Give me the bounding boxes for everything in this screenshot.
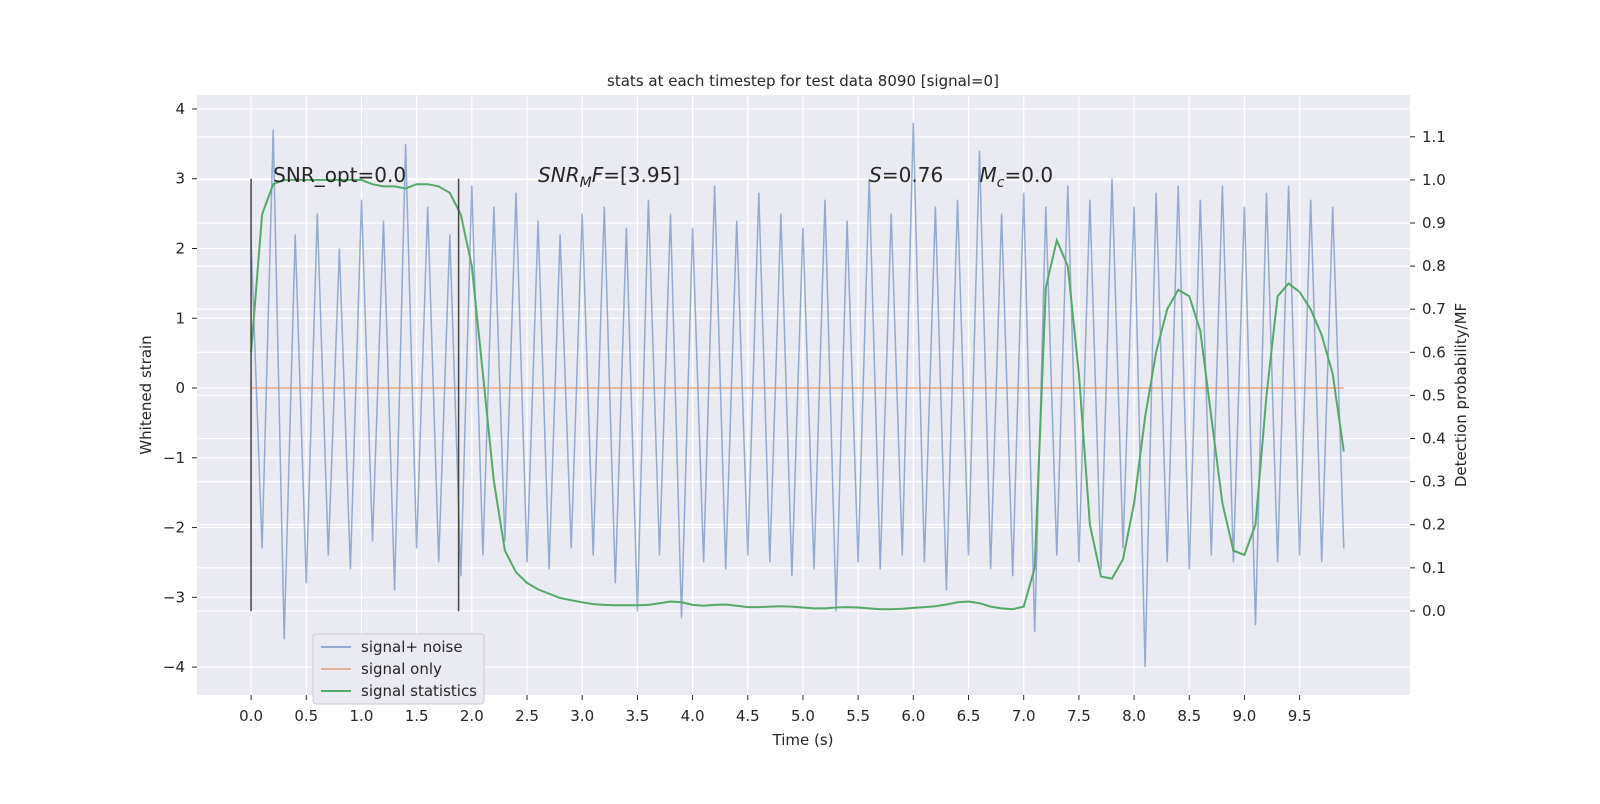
legend-label: signal statistics — [361, 682, 477, 700]
x-tick-label: 1.5 — [405, 707, 429, 725]
annotation-part: SNR — [538, 163, 580, 187]
annotation-part: S — [869, 163, 882, 187]
y2-axis-label: Detection probability/MF — [1452, 303, 1470, 487]
x-tick-label: 2.5 — [515, 707, 539, 725]
annotation-part: =0.0 — [1005, 163, 1054, 187]
y-tick-label: 1 — [175, 309, 185, 327]
annotation-part: =0.76 — [882, 163, 943, 187]
y-tick-label: −2 — [163, 519, 185, 537]
y2-tick-label: 0.2 — [1422, 516, 1446, 534]
annotation-part: F — [592, 163, 604, 187]
annotation-part: M — [580, 175, 592, 191]
y2-tick-label: 1.1 — [1422, 128, 1446, 146]
x-tick-label: 8.5 — [1177, 707, 1201, 725]
x-tick-label: 5.5 — [846, 707, 870, 725]
y2-tick-label: 0.0 — [1422, 602, 1446, 620]
y2-tick-label: 0.6 — [1422, 343, 1446, 361]
annotation-part: M — [980, 163, 997, 187]
annotation: S=0.76 — [869, 163, 943, 187]
y2-tick-label: 0.4 — [1422, 430, 1446, 448]
annotation-part: SNR_opt=0.0 — [273, 163, 406, 187]
x-tick-label: 3.5 — [625, 707, 649, 725]
x-tick-label: 4.0 — [681, 707, 705, 725]
legend-label: signal only — [361, 660, 442, 678]
y2-tick-label: 0.3 — [1422, 473, 1446, 491]
series-line — [250, 122, 1345, 668]
y-tick-label: 3 — [175, 170, 185, 188]
chart-title: stats at each timestep for test data 809… — [607, 72, 999, 90]
y2-tick-label: 0.5 — [1422, 386, 1446, 404]
x-tick-label: 8.0 — [1122, 707, 1146, 725]
y-tick-label: 4 — [175, 100, 185, 118]
x-tick-label: 1.0 — [350, 707, 374, 725]
y-tick-label: −4 — [163, 658, 185, 676]
x-tick-label: 5.0 — [791, 707, 815, 725]
y-tick-label: −1 — [163, 449, 185, 467]
y-tick-label: −3 — [163, 588, 185, 606]
annotation-part: =[3.95] — [603, 163, 680, 187]
x-tick-label: 3.0 — [570, 707, 594, 725]
x-tick-label: 0.0 — [239, 707, 263, 725]
y2-tick-label: 1.0 — [1422, 171, 1446, 189]
x-tick-label: 9.5 — [1288, 707, 1312, 725]
legend-label: signal+ noise — [361, 638, 463, 656]
y2-tick-label: 0.7 — [1422, 300, 1446, 318]
annotation: Mc=0.0 — [980, 163, 1054, 191]
x-tick-label: 2.0 — [460, 707, 484, 725]
x-tick-label: 6.0 — [901, 707, 925, 725]
annotation: SNR_opt=0.0 — [273, 163, 406, 187]
x-tick-label: 9.0 — [1233, 707, 1257, 725]
annotation: SNRMF=[3.95] — [538, 163, 680, 191]
x-tick-label: 6.5 — [957, 707, 981, 725]
x-tick-label: 7.5 — [1067, 707, 1091, 725]
y2-tick-label: 0.9 — [1422, 214, 1446, 232]
x-axis-label: Time (s) — [772, 731, 834, 749]
x-tick-label: 0.5 — [294, 707, 318, 725]
y-axis-label: Whitened strain — [137, 335, 155, 454]
y-tick-label: 0 — [175, 379, 185, 397]
x-tick-label: 7.0 — [1012, 707, 1036, 725]
y2-tick-label: 0.8 — [1422, 257, 1446, 275]
series-line — [250, 178, 1345, 611]
y2-tick-label: 0.1 — [1422, 559, 1446, 577]
annotation-part: c — [997, 175, 1005, 191]
legend-box — [312, 633, 485, 705]
y-tick-label: 2 — [175, 239, 185, 257]
x-tick-label: 4.5 — [736, 707, 760, 725]
